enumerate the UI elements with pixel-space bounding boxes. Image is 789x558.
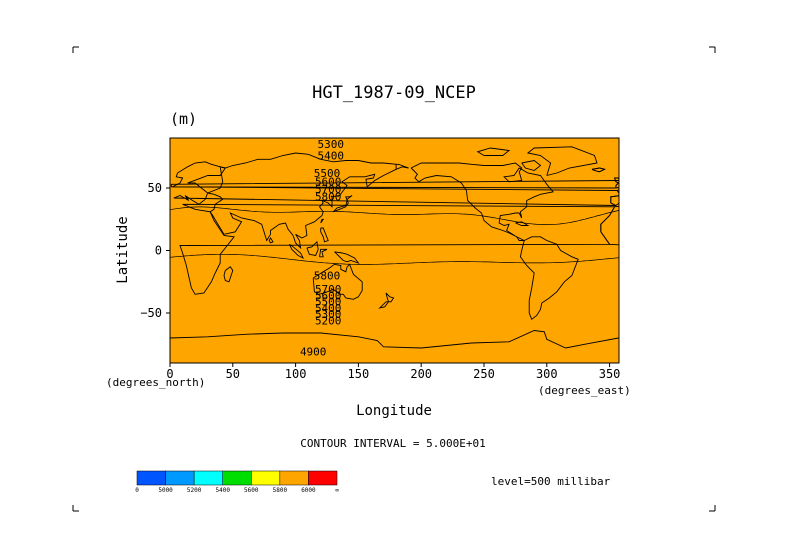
coastline-europe [172,161,619,206]
x-tick-label: 200 [410,367,432,381]
colorbar-swatch [165,470,195,486]
y-units-label: (degrees_north) [106,376,205,389]
chart-title: HGT_1987-09_NCEP [312,83,476,103]
coastline-africa [179,203,616,295]
x-axis-ticks: 0 50 100 150 200 250 300 350 [166,363,620,381]
coastline-south-america [519,236,579,321]
coastline-sri-lanka [268,237,274,244]
colorbar-swatch [251,470,281,486]
contour-band-south-5800 [170,253,619,363]
level-text: level=500 millibar [491,475,611,488]
x-tick-label: 150 [348,367,370,381]
contour-label: 4900 [300,346,327,359]
contour-label: 5800 [315,191,342,204]
colorbar-label: 5400 [215,487,230,494]
contour-label: 5700 [315,183,342,196]
coastline-taiwan [320,218,325,224]
y-tick-label: 0 [155,244,162,258]
contour-label: 5600 [315,289,342,302]
coastline-new-guinea [334,251,360,264]
contour-label: 5300 [318,138,345,151]
x-tick-label: 100 [285,367,307,381]
plot-area: 5300540055005600570058005800570056005500… [170,138,619,363]
colorbar-swatch [222,470,252,486]
coastline-cuba [515,221,530,226]
contour-label: 5700 [315,283,342,296]
contour-label: 5800 [314,269,341,282]
colorbar-label: ∞ [335,487,339,494]
coastline-antarctica [170,330,619,349]
coastline-greenland [526,146,598,176]
contour-label: 5400 [315,302,342,315]
y-axis-label: Latitude [115,216,131,283]
colorbar-swatch [279,470,309,486]
contour-interval-text: CONTOUR INTERVAL = 5.000E+01 [300,437,485,450]
contour-label: 5400 [318,149,345,162]
colorbar-label: 5600 [244,487,259,494]
y-axis-ticks: 50 0 −50 [140,181,170,320]
coastline-arctic-islands [476,147,511,156]
x-axis-label: Longitude [356,403,432,419]
coastlines [170,146,619,349]
coastline-australia [312,263,363,300]
contour-band-north-5800 [170,138,619,225]
corner-marks [72,46,716,512]
colorbar: 0 5000 5200 5400 5600 5800 6000 ∞ [135,470,339,494]
colorbar-label: 5200 [187,487,202,494]
corner-mark-top-left [72,46,79,53]
coastline-madagascar [223,266,234,283]
corner-mark-bottom-right [709,505,716,512]
coastline-philippines [320,227,329,243]
contour-label: 5600 [315,176,342,189]
coastline-japan [332,195,353,213]
contour-bands [170,138,619,363]
contour-label: 5200 [315,314,342,327]
coastline-asia-east [395,163,409,170]
colorbar-swatch [136,470,166,486]
coastline-asia [207,152,397,250]
contour-labels: 5300540055005600570058005800570056005500… [300,138,344,359]
y-tick-label: 50 [148,181,162,195]
colorbar-label: 6000 [301,487,316,494]
x-units-label: (degrees_east) [538,384,631,397]
coastline-sumatra [288,243,305,260]
x-tick-label: 300 [536,367,558,381]
colorbar-label: 0 [135,487,139,494]
x-tick-label: 350 [599,367,621,381]
coastline-borneo [306,240,319,257]
units-label: (m) [170,110,197,128]
coastline-baffin [521,160,542,171]
contour-label: 5300 [315,308,342,321]
contour-label: 5500 [315,296,342,309]
colorbar-label: 5000 [158,487,173,494]
coastline-new-zealand [378,292,395,309]
colorbar-swatch [193,470,223,486]
coastline-sulawesi [319,248,328,258]
corner-mark-bottom-left [72,505,79,512]
colorbar-label: 5800 [273,487,288,494]
y-tick-label: −50 [140,306,162,320]
x-tick-label: 250 [473,367,495,381]
x-tick-label: 0 [166,367,173,381]
coastline-europe-wrap [610,189,619,207]
corner-mark-top-right [709,46,716,53]
x-tick-label: 50 [226,367,240,381]
coastline-british-isles-wrap [613,177,619,189]
contour-label: 5500 [314,167,341,180]
colorbar-swatch [308,470,338,486]
coastline-iceland-wrap [591,167,606,173]
